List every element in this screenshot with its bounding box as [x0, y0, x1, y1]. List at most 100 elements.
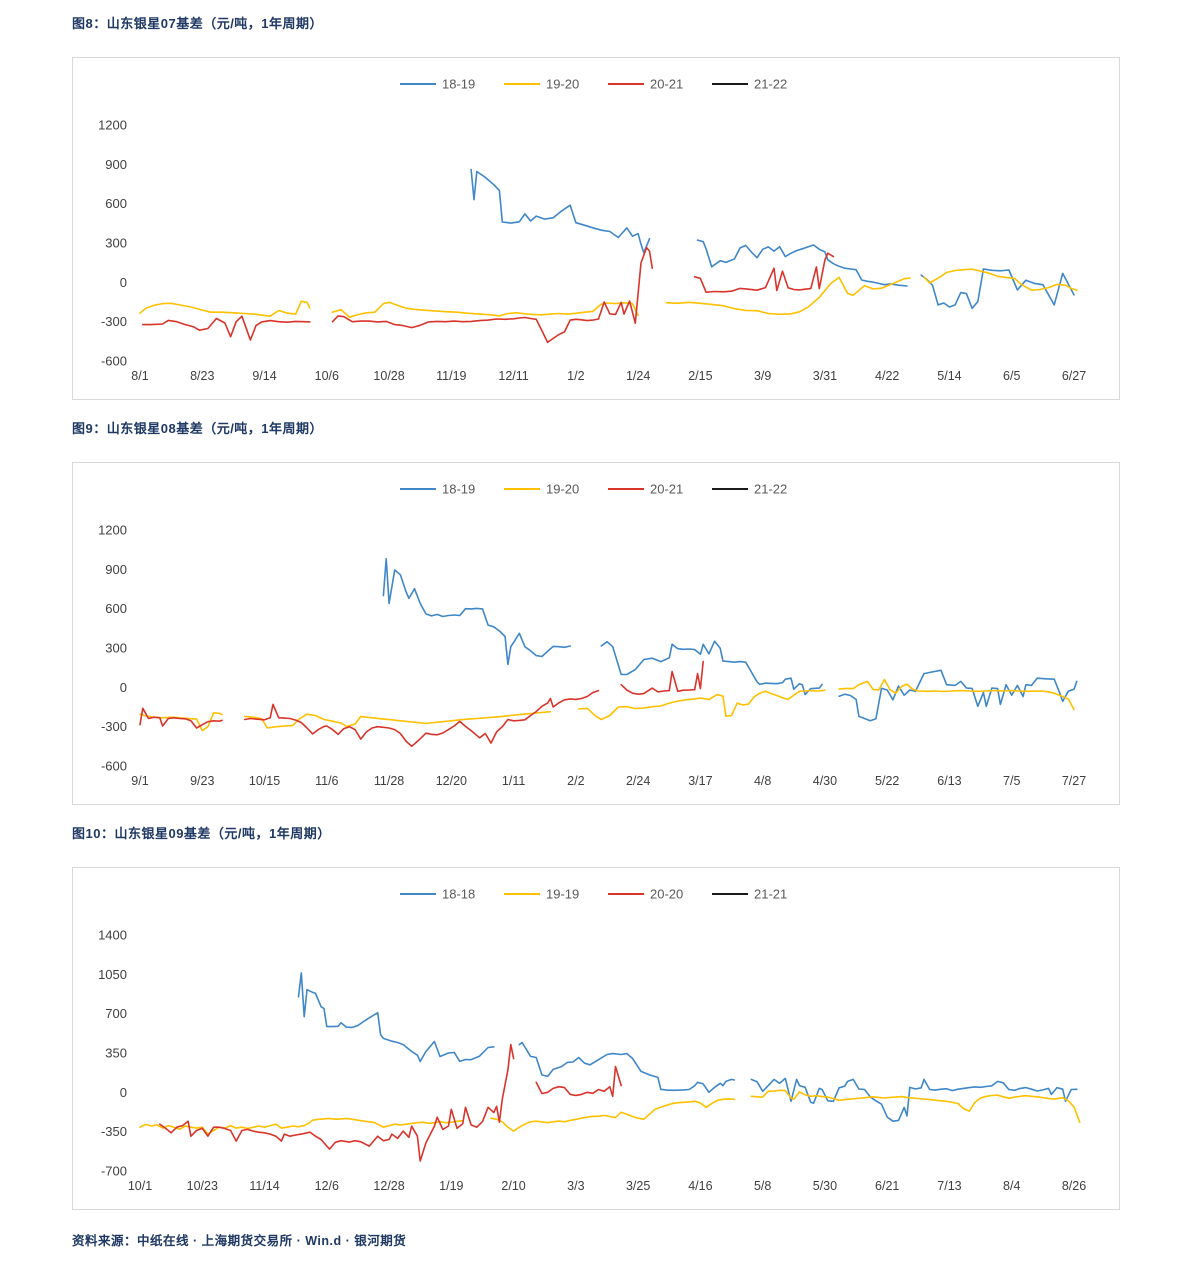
x-tick-label: 1/19 [439, 1179, 463, 1193]
x-tick-label: 11/6 [315, 774, 338, 788]
line-chart: 18-19 19-20 20-21 21-22 1200 900 600 300 0 -300 -6… [98, 77, 1086, 384]
series-line-18-19 [920, 268, 1075, 310]
series-line-18-19 [696, 239, 908, 287]
x-tick-label: 12/28 [373, 1179, 404, 1193]
x-tick-label: 4/8 [754, 774, 771, 788]
x-tick-label: 1/24 [626, 369, 650, 383]
series-line-20-21 [243, 689, 600, 748]
x-tick-label: 12/11 [498, 369, 528, 383]
x-tick-label: 2/10 [501, 1179, 525, 1193]
figure-9-title: 图9：山东银星08基差（元/吨，1年周期） [72, 421, 324, 436]
y-tick-label: -350 [101, 1124, 127, 1139]
x-tick-label: 10/15 [249, 774, 280, 788]
figure-10-title: 图10：山东银星09基差（元/吨，1年周期） [72, 826, 331, 841]
y-tick-label: 0 [120, 680, 127, 695]
line-chart: 18-19 19-20 20-21 21-22 1200 900 600 300 0 -300 -6… [98, 482, 1086, 789]
x-tick-label: 5/30 [813, 1179, 837, 1193]
x-tick-label: 11/19 [436, 369, 466, 383]
series-line-20-21 [693, 252, 835, 293]
series-line-20-20 [535, 1065, 623, 1098]
series-line-19-19 [490, 1098, 736, 1132]
series-line-20-21 [331, 246, 654, 344]
series-line-19-19 [750, 1089, 1081, 1123]
chart-legend: 18-19 19-20 20-21 21-22 [400, 482, 787, 497]
y-tick-label: 0 [120, 275, 127, 290]
x-tick-label: 5/8 [754, 1179, 771, 1193]
series-line-20-20 [159, 1043, 515, 1162]
y-tick-label: 700 [105, 1006, 127, 1021]
x-tick-label: 1/2 [567, 369, 584, 383]
legend-label-21-22: 21-22 [754, 482, 787, 497]
y-tick-label: -600 [101, 354, 127, 369]
y-tick-label: 0 [120, 1085, 127, 1100]
y-tick-label: 350 [105, 1046, 127, 1061]
y-tick-label: 900 [105, 157, 127, 172]
y-tick-label: -600 [101, 759, 127, 774]
x-tick-label: 10/28 [373, 369, 404, 383]
y-tick-label: -700 [101, 1164, 127, 1179]
x-tick-label: 9/23 [190, 774, 214, 788]
chart-legend: 18-18 19-19 20-20 21-21 [400, 887, 787, 902]
x-tick-label: 10/6 [315, 369, 339, 383]
x-tick-label: 3/17 [688, 774, 712, 788]
series-line-18-18 [297, 972, 495, 1063]
series-line-20-21 [142, 315, 311, 341]
x-tick-label: 7/13 [937, 1179, 961, 1193]
series-line-18-19 [470, 168, 651, 254]
legend-label-18-19: 18-19 [442, 77, 475, 92]
x-tick-label: 5/22 [875, 774, 899, 788]
series-line-19-20 [331, 301, 639, 319]
x-tick-label: 8/23 [190, 369, 214, 383]
series-line-18-18 [750, 1077, 1078, 1122]
series-line-18-18 [518, 1041, 736, 1094]
series-line-18-19 [600, 640, 823, 696]
figure-8-chart: 18-19 19-20 20-21 21-22 1200 900 600 300 0 -300 -6… [72, 57, 1120, 400]
x-tick-label: 5/14 [937, 369, 961, 383]
x-tick-label: 3/9 [754, 369, 771, 383]
x-tick-label: 6/27 [1062, 369, 1086, 383]
x-tick-label: 8/1 [131, 369, 148, 383]
series-line-18-19 [382, 558, 572, 666]
x-tick-label: 4/16 [688, 1179, 712, 1193]
y-tick-label: 300 [105, 641, 127, 656]
x-tick-label: 4/30 [813, 774, 837, 788]
y-tick-label: 600 [105, 196, 127, 211]
series-line-19-20 [139, 300, 311, 318]
x-tick-label: 3/3 [567, 1179, 584, 1193]
x-tick-label: 8/4 [1003, 1179, 1020, 1193]
x-tick-label: 8/26 [1062, 1179, 1086, 1193]
legend-label-19-20: 19-20 [546, 482, 579, 497]
y-tick-label: 1200 [98, 523, 127, 538]
legend-label-18-19: 18-19 [442, 482, 475, 497]
y-tick-label: 1050 [98, 967, 127, 982]
series-line-19-19 [139, 1117, 464, 1135]
x-tick-label: 9/1 [131, 774, 148, 788]
x-tick-label: 6/13 [937, 774, 961, 788]
series-line-19-20 [923, 268, 1078, 291]
x-tick-label: 3/31 [813, 369, 837, 383]
x-tick-label: 4/22 [875, 369, 899, 383]
figure-8-title: 图8：山东银星07基差（元/吨，1年周期） [72, 16, 324, 31]
series-line-19-20 [838, 678, 1075, 711]
x-tick-label: 6/5 [1003, 369, 1020, 383]
y-tick-label: 300 [105, 236, 127, 251]
legend-label-20-21: 20-21 [650, 482, 683, 497]
y-tick-label: 900 [105, 562, 127, 577]
legend-label-19-19: 19-19 [546, 887, 579, 902]
x-tick-label: 6/21 [875, 1179, 899, 1193]
x-tick-label: 12/6 [315, 1179, 339, 1193]
series-line-19-20 [665, 276, 911, 316]
x-tick-label: 2/15 [688, 369, 712, 383]
x-tick-label: 7/5 [1003, 774, 1020, 788]
series-line-19-20 [577, 689, 826, 721]
x-tick-label: 2/2 [567, 774, 584, 788]
source-note: 资料来源：中纸在线 · 上海期货交易所 · Win.d · 银河期货 [72, 1234, 407, 1248]
x-tick-label: 11/28 [374, 774, 404, 788]
series-line-20-21 [620, 660, 705, 695]
x-tick-label: 9/14 [252, 369, 276, 383]
figure-9-chart: 18-19 19-20 20-21 21-22 1200 900 600 300 0 -300 -6… [72, 462, 1120, 805]
x-tick-label: 10/23 [187, 1179, 218, 1193]
series-line-20-21 [139, 707, 223, 729]
x-tick-label: 12/20 [436, 774, 467, 788]
legend-label-21-21: 21-21 [754, 887, 787, 902]
